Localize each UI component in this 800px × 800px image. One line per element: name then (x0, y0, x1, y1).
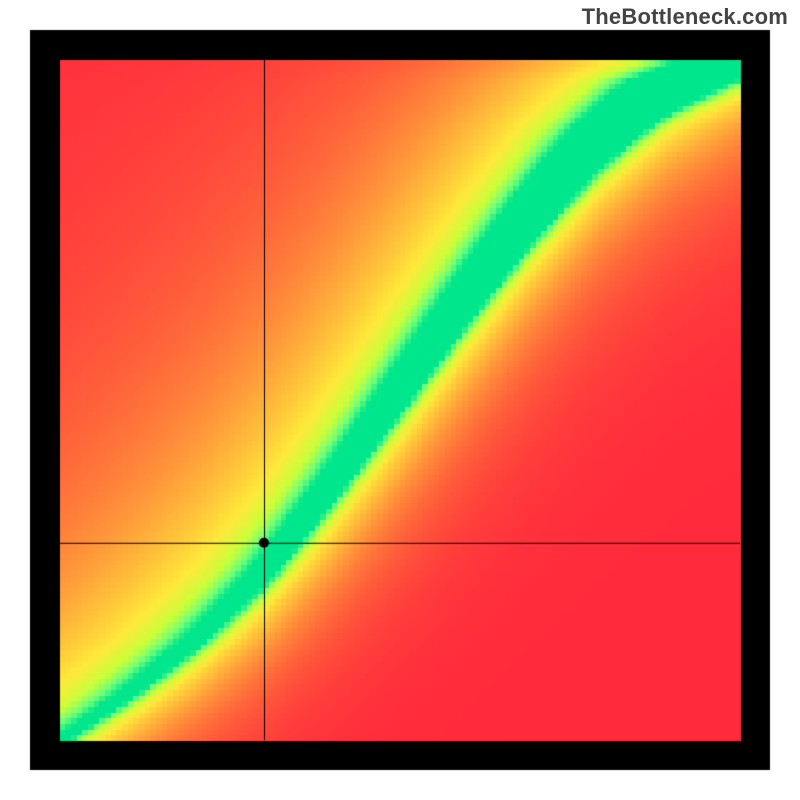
chart-container: TheBottleneck.com (0, 0, 800, 800)
bottleneck-heatmap (0, 0, 800, 800)
source-watermark: TheBottleneck.com (582, 4, 788, 30)
